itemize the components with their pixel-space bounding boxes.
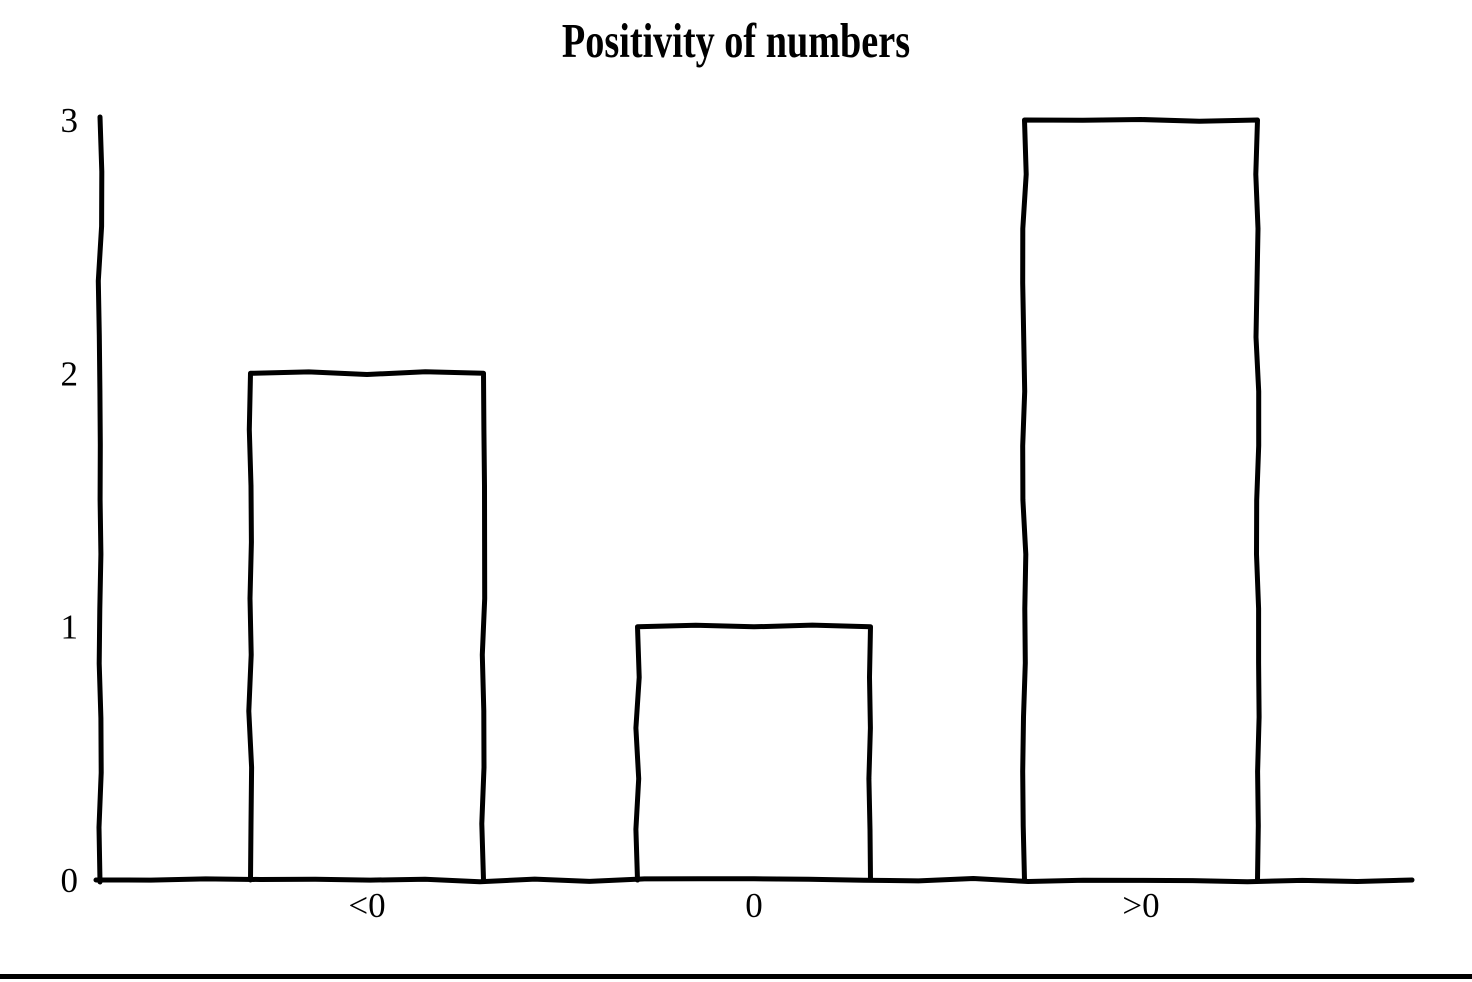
bars bbox=[246, 117, 1262, 883]
y-tick-labels: 0 1 2 3 bbox=[61, 101, 79, 900]
x-category-label-zero: 0 bbox=[745, 886, 763, 925]
y-tick-label-2: 2 bbox=[61, 354, 79, 393]
bottom-rule bbox=[0, 974, 1472, 979]
axes bbox=[93, 114, 1415, 885]
y-axis bbox=[95, 114, 105, 885]
bar-gt0 bbox=[1020, 117, 1262, 883]
y-tick-label-3: 3 bbox=[61, 101, 79, 140]
y-tick-label-1: 1 bbox=[61, 608, 79, 647]
bar-zero bbox=[633, 622, 873, 883]
y-tick-label-0: 0 bbox=[61, 861, 79, 900]
x-axis bbox=[93, 876, 1415, 885]
chart-title: Positivity of numbers bbox=[561, 13, 911, 68]
x-category-label-gt0: >0 bbox=[1122, 886, 1159, 925]
bar-lt0 bbox=[246, 369, 488, 883]
x-category-label-lt0: <0 bbox=[348, 886, 385, 925]
x-category-labels: <0 0 >0 bbox=[348, 886, 1159, 925]
